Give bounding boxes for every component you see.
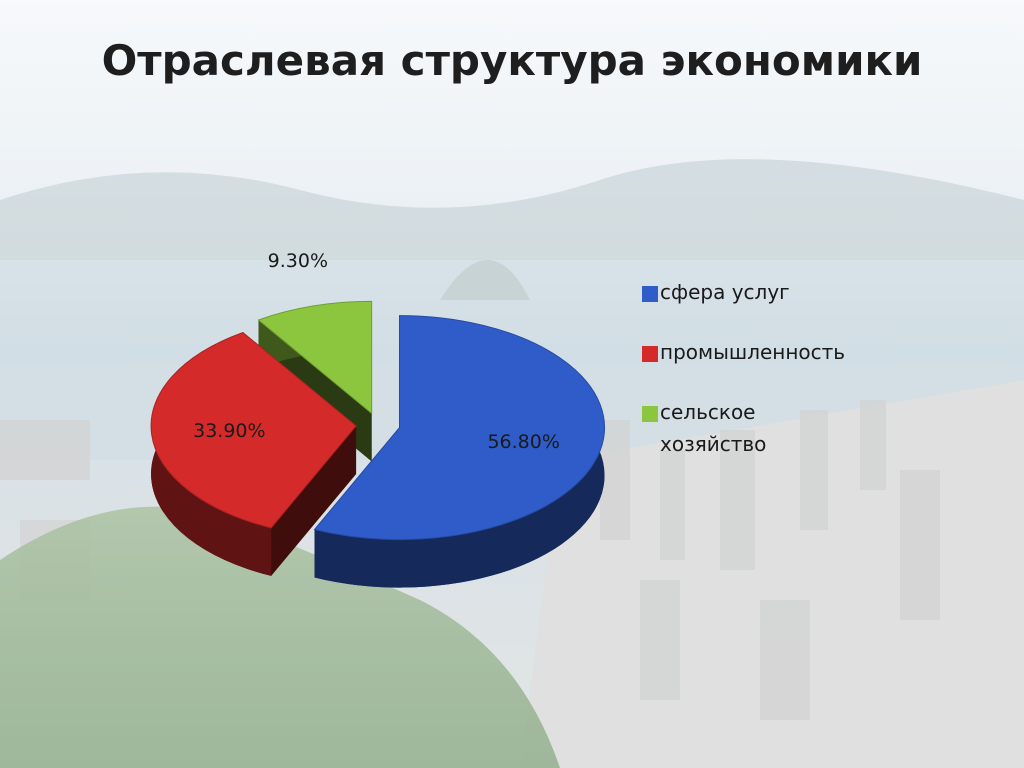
chart-title: Отраслевая структура экономики — [101, 36, 923, 85]
legend-swatch — [642, 406, 658, 422]
data-label: 33.90% — [193, 420, 265, 442]
legend-item: сельское хозяйство — [642, 400, 810, 460]
legend-label: сельское хозяйство — [660, 400, 767, 456]
slice — [150, 331, 357, 529]
slice — [257, 300, 373, 415]
slice — [313, 315, 605, 541]
slice-side — [271, 425, 357, 576]
legend-label: промышленность — [660, 340, 846, 364]
data-label: 56.80% — [487, 431, 559, 453]
legend-item: сфера услуг — [642, 280, 810, 308]
legend-item: промышленность — [642, 340, 845, 368]
data-label: 9.30% — [268, 250, 328, 272]
legend-swatch — [642, 286, 658, 302]
legend-label: сфера услуг — [660, 280, 790, 304]
legend-swatch — [642, 346, 658, 362]
